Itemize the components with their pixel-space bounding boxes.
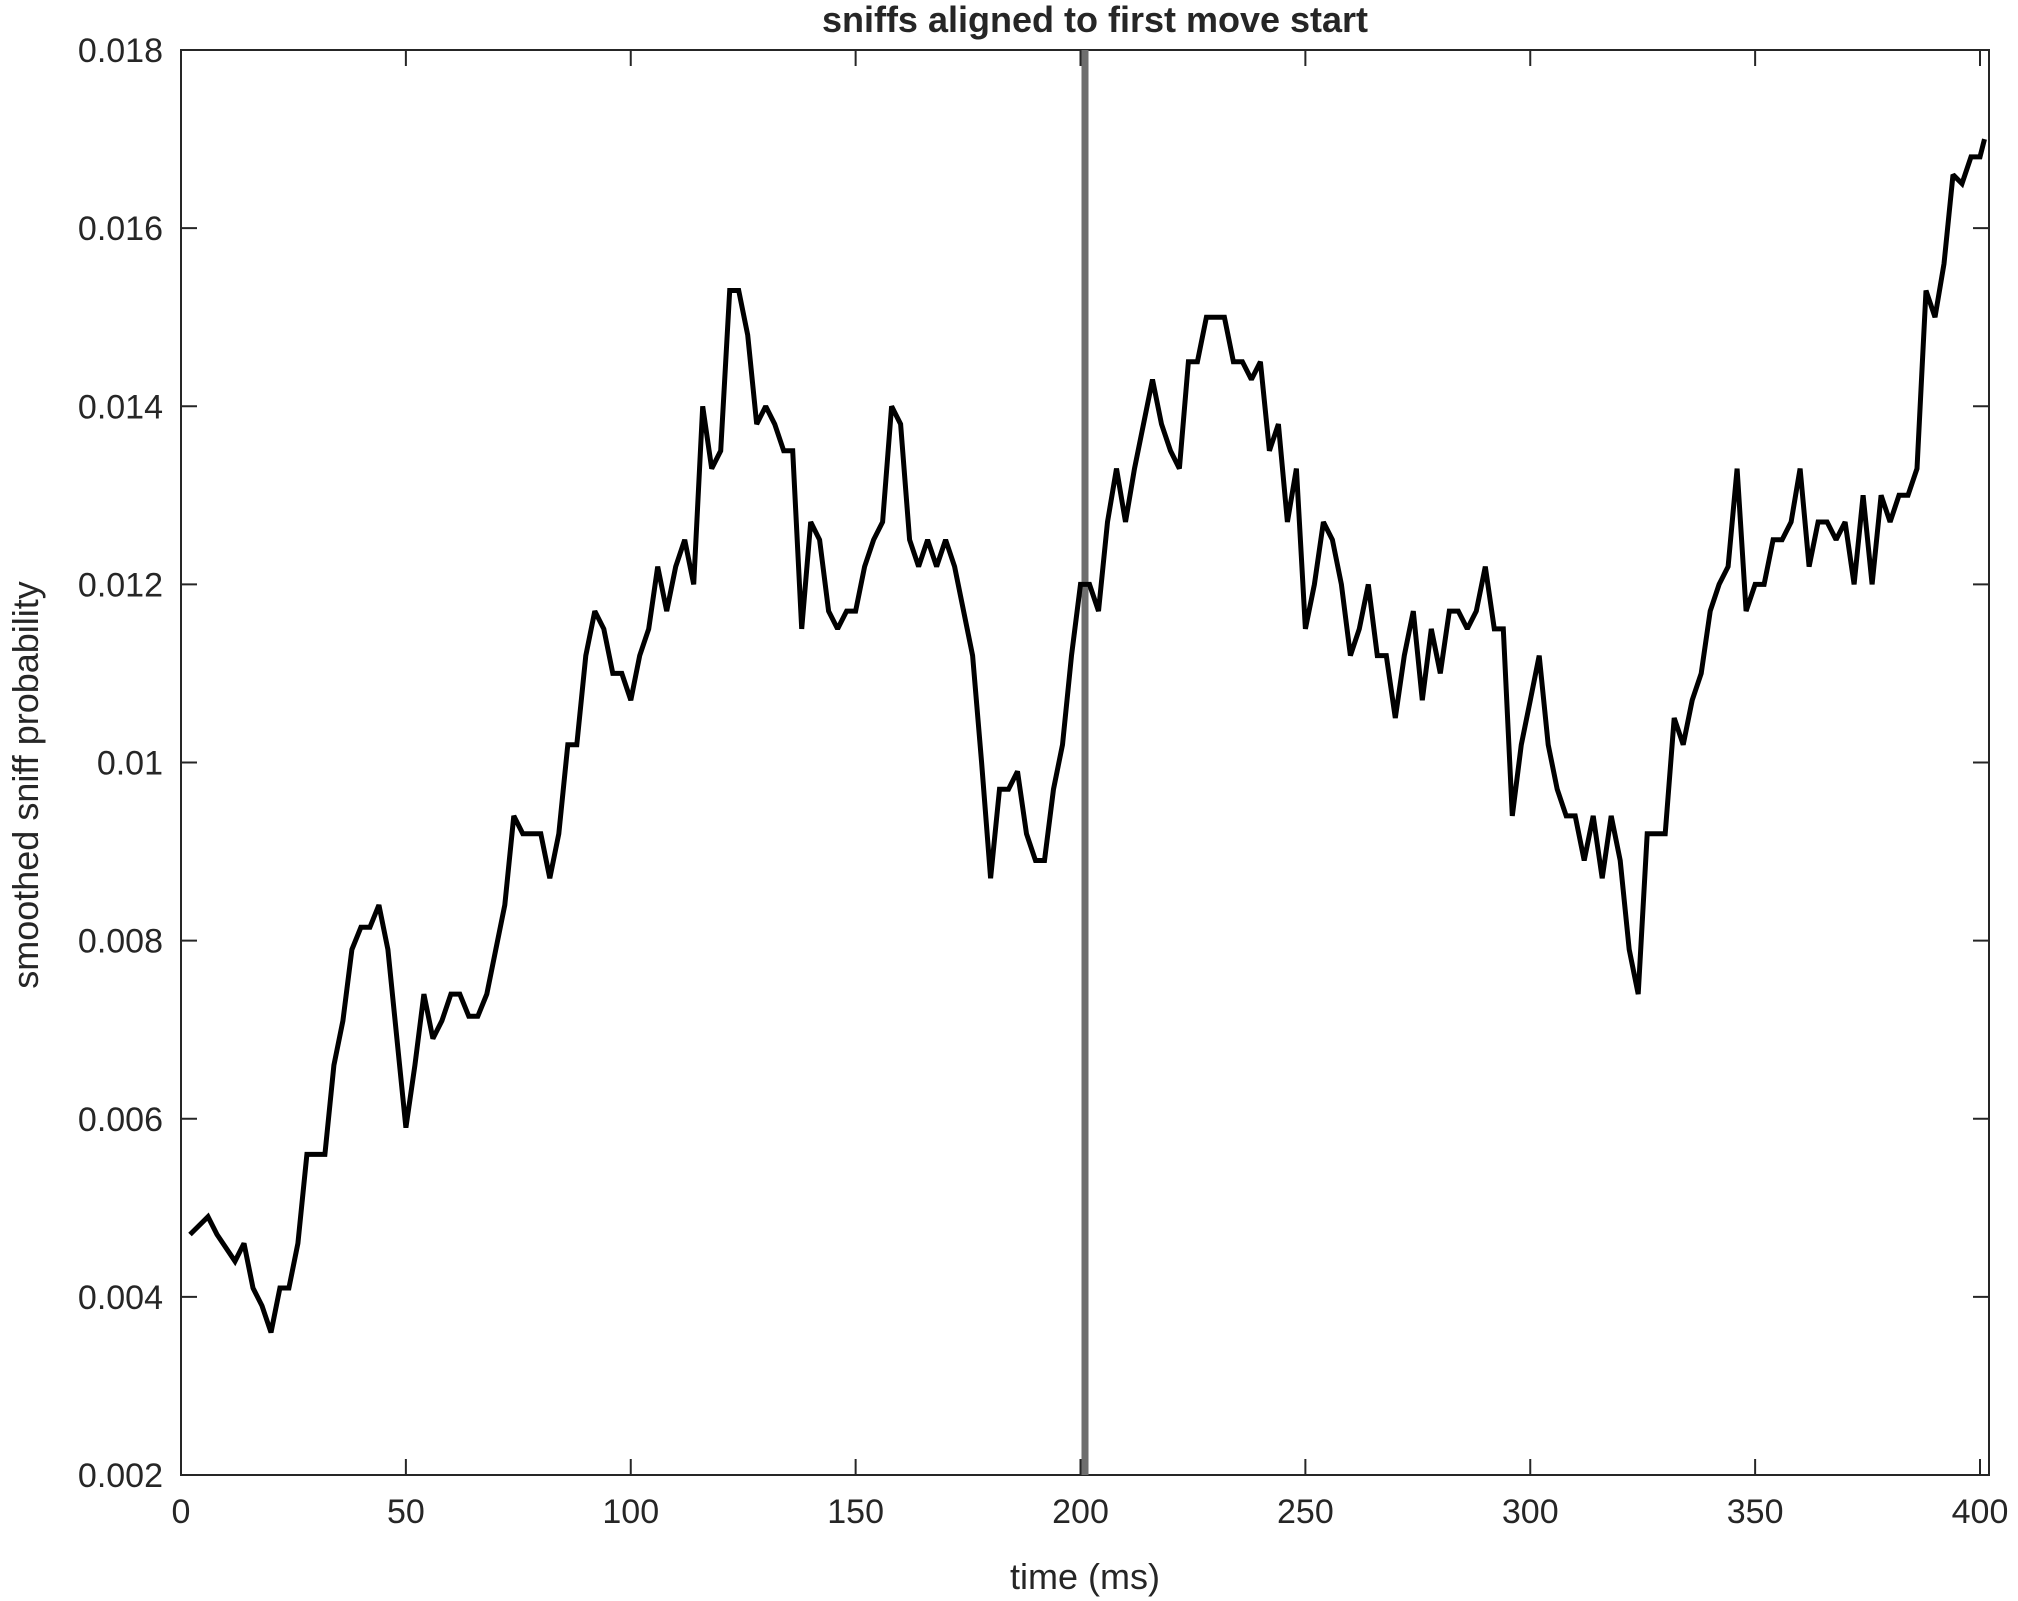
x-tick-label: 250 xyxy=(1277,1493,1334,1531)
x-tick-label: 0 xyxy=(172,1493,191,1531)
y-tick-label: 0.004 xyxy=(78,1279,163,1317)
x-tick-label: 300 xyxy=(1502,1493,1559,1531)
y-axis: 0.002 0.004 0.006 0.008 0.01 0.012 0.014 0.016 0… xyxy=(78,32,1989,1495)
x-tick-label: 150 xyxy=(827,1493,884,1531)
plot-area xyxy=(181,50,1989,1475)
y-tick-label: 0.018 xyxy=(78,32,163,70)
x-tick-label: 350 xyxy=(1727,1493,1784,1531)
y-tick-label: 0.016 xyxy=(78,210,163,248)
x-tick-label: 50 xyxy=(387,1493,425,1531)
x-axis-label: time (ms) xyxy=(1010,1556,1160,1597)
y-tick-label: 0.002 xyxy=(78,1457,163,1495)
x-tick-label: 100 xyxy=(602,1493,659,1531)
x-axis: 0 50 100 150 200 250 300 350 400 xyxy=(172,50,2009,1531)
y-axis-label: smoothed sniff probability xyxy=(5,581,46,989)
y-tick-label: 0.014 xyxy=(78,388,163,426)
y-tick-label: 0.01 xyxy=(97,745,163,783)
y-tick-label: 0.012 xyxy=(78,566,163,604)
y-tick-label: 0.008 xyxy=(78,923,163,961)
chart-title: sniffs aligned to first move start xyxy=(822,0,1368,40)
y-tick-label: 0.006 xyxy=(78,1101,163,1139)
x-tick-label: 400 xyxy=(1952,1493,2009,1531)
x-tick-label: 200 xyxy=(1052,1493,1109,1531)
